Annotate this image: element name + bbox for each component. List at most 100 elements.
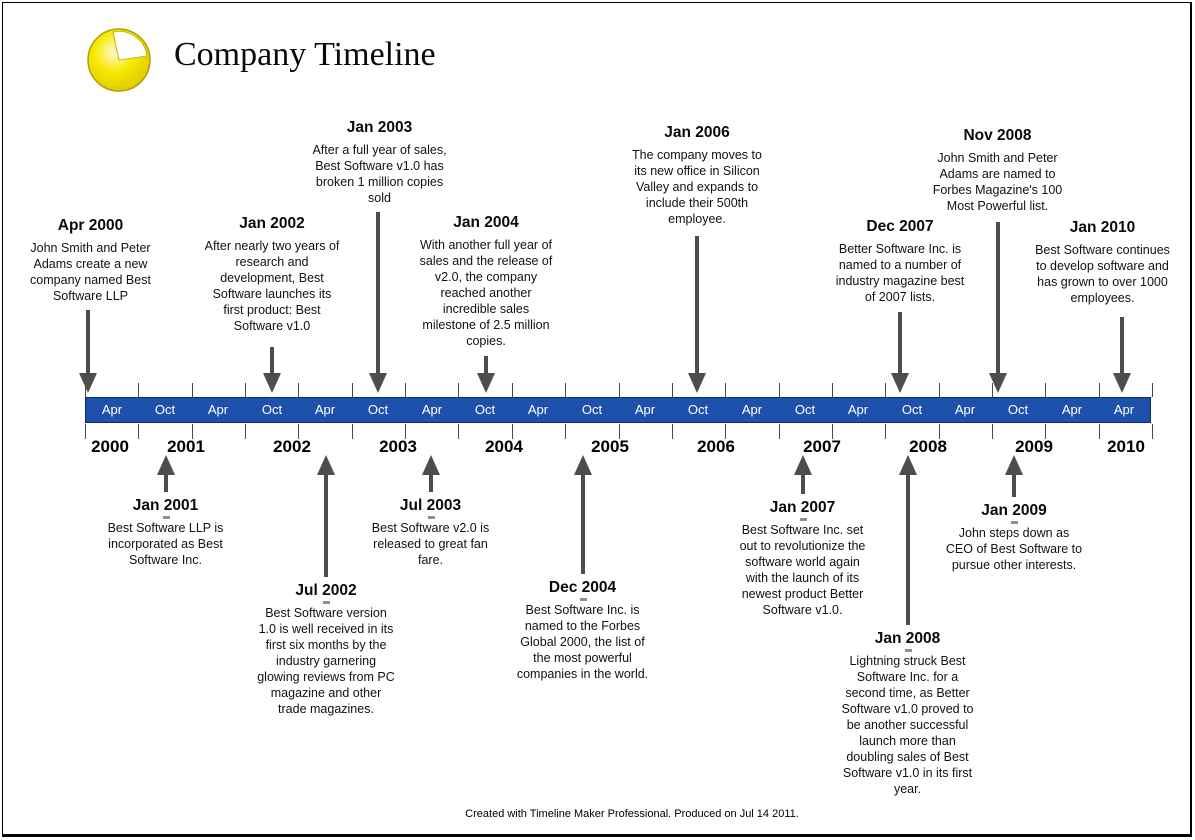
year-label: 2009 <box>1015 437 1053 456</box>
event-date: Nov 2008 <box>963 127 1032 144</box>
year-label: 2003 <box>379 437 417 456</box>
timeline-tick <box>191 424 193 439</box>
month-label: Apr <box>634 402 656 417</box>
month-label: Apr <box>101 402 123 417</box>
event-date: Jan 2007 <box>769 499 836 516</box>
event-date: Jan 2003 <box>346 119 413 136</box>
event-description: John Smith and Peter Adams are named to … <box>932 151 1063 213</box>
event-description: Best Software LLP is incorporated as Bes… <box>107 521 224 567</box>
arrow-up-icon <box>794 455 812 475</box>
event-arrow-stem <box>429 473 433 492</box>
event-description: Best Software Inc. is named to the Forbe… <box>516 603 649 681</box>
timeline-event: Jan 2006 The company moves to its new of… <box>612 123 782 227</box>
timeline-tick <box>831 383 833 397</box>
timeline-tick <box>618 424 620 439</box>
timeline-event: Jan 2007 Best Software Inc. set out to r… <box>720 498 885 618</box>
event-date: Jan 2002 <box>239 215 305 232</box>
month-label: Oct <box>154 402 176 417</box>
year-label: 2007 <box>803 437 841 456</box>
timeline-event: Jul 2002 Best Software version 1.0 is we… <box>236 581 416 717</box>
timeline-tick <box>458 383 460 397</box>
timeline-tick <box>1152 424 1153 439</box>
event-date: Dec 2007 <box>866 218 934 235</box>
event-description: After a full year of sales, Best Softwar… <box>312 143 447 205</box>
event-arrow-stem <box>324 473 328 577</box>
event-arrow-stem <box>484 356 488 375</box>
timeline-tick <box>778 424 780 439</box>
event-date: Jan 2010 <box>1069 219 1136 236</box>
month-label: Apr <box>741 402 763 417</box>
event-date: Jan 2006 <box>664 124 730 141</box>
event-date: Jan 2008 <box>874 630 941 647</box>
month-label: Oct <box>687 402 709 417</box>
month-label: Oct <box>794 402 816 417</box>
arrow-down-icon <box>263 373 281 393</box>
timeline-tick <box>991 424 993 439</box>
event-date: Jan 2009 <box>981 502 1047 519</box>
timeline-tick <box>565 383 567 397</box>
event-arrow-stem <box>801 473 805 494</box>
month-label: Apr <box>421 402 443 417</box>
timeline-event: Jul 2003 Best Software v2.0 is released … <box>348 496 513 568</box>
month-label: Oct <box>474 402 496 417</box>
timeline-event: Dec 2004 Best Software Inc. is named to … <box>495 578 670 682</box>
timeline-event: Dec 2007 Better Software Inc. is named t… <box>815 217 985 305</box>
event-arrow-stem <box>906 473 910 625</box>
timeline-tick <box>725 383 727 397</box>
event-description: John Smith and Peter Adams create a new … <box>30 241 151 303</box>
timeline-event: Apr 2000 John Smith and Peter Adams crea… <box>8 216 173 304</box>
event-arrow-stem <box>164 473 168 492</box>
timeline-tick <box>405 383 407 397</box>
timeline-tick <box>565 424 567 439</box>
timeline-tick <box>191 383 193 397</box>
timeline-tick <box>831 424 833 439</box>
year-label: 2008 <box>909 437 947 456</box>
anchor-dash <box>800 518 807 521</box>
year-label: 2005 <box>591 437 629 456</box>
year-label: 2006 <box>697 437 735 456</box>
timeline-tick <box>1045 424 1047 439</box>
timeline-bar <box>85 397 1151 423</box>
month-label: Apr <box>847 402 869 417</box>
year-label: 2000 <box>91 437 129 456</box>
year-label: 2002 <box>273 437 311 456</box>
event-date: Jan 2004 <box>453 214 519 231</box>
event-date: Jan 2001 <box>132 497 199 514</box>
event-arrow-stem <box>898 312 902 375</box>
event-arrow-stem <box>1120 317 1124 375</box>
timeline-tick <box>458 424 460 439</box>
timeline-tick <box>405 424 407 439</box>
year-label: 2001 <box>167 437 205 456</box>
arrow-down-icon <box>688 373 706 393</box>
month-label: Apr <box>954 402 976 417</box>
event-arrow-stem <box>996 222 1000 375</box>
event-description: Best Software Inc. set out to revolution… <box>739 523 866 617</box>
event-arrow-stem <box>86 310 90 375</box>
event-description: Best Software v2.0 is released to great … <box>371 521 490 567</box>
timeline-tick <box>885 424 887 439</box>
timeline-tick <box>1152 383 1153 397</box>
page-title: Company Timeline <box>174 36 436 73</box>
year-label: 2010 <box>1107 437 1145 456</box>
event-arrow-stem <box>695 236 699 375</box>
timeline-tick <box>298 383 300 397</box>
anchor-dash <box>323 601 330 604</box>
event-arrow-stem <box>270 347 274 375</box>
timeline-tick <box>351 383 353 397</box>
arrow-down-icon <box>891 373 909 393</box>
event-date: Jul 2003 <box>399 497 462 514</box>
timeline-tick <box>1098 424 1100 439</box>
timeline-tick <box>1045 383 1047 397</box>
anchor-dash <box>428 516 435 519</box>
month-label: Oct <box>581 402 603 417</box>
anchor-dash <box>905 649 912 652</box>
timeline-tick <box>671 383 673 397</box>
arrow-down-icon <box>1113 373 1131 393</box>
arrow-down-icon <box>989 373 1007 393</box>
anchor-dash <box>580 598 587 601</box>
arrow-up-icon <box>422 455 440 475</box>
month-label: Apr <box>314 402 336 417</box>
anchor-dash <box>1011 521 1018 524</box>
timeline-tick <box>778 383 780 397</box>
